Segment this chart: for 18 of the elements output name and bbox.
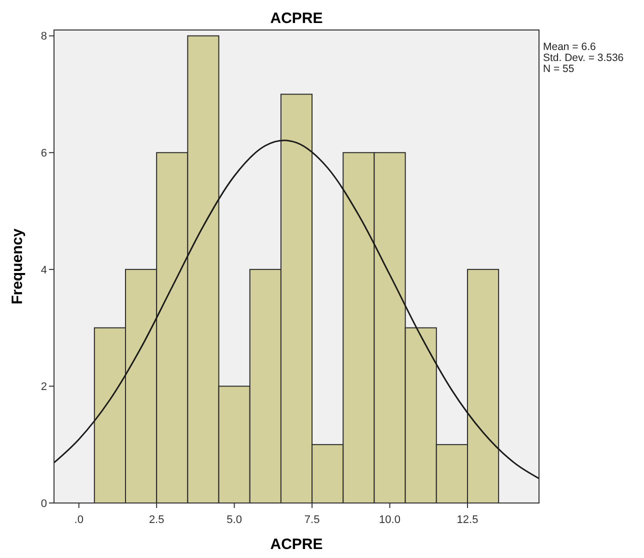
x-tick-label: 2.5 xyxy=(148,514,164,526)
x-tick-label: 5.0 xyxy=(226,514,242,526)
x-axis-title: ACPRE xyxy=(270,536,323,553)
y-axis-title: Frequency xyxy=(9,228,26,304)
y-tick-label: 2 xyxy=(40,381,47,394)
y-tick-label: 4 xyxy=(40,264,47,276)
x-tick-label: 7.5 xyxy=(304,514,320,526)
x-tick-label: 10.0 xyxy=(379,514,400,526)
y-tick-label: 6 xyxy=(40,147,47,160)
text: Std. Dev. = 3.536 xyxy=(543,52,624,64)
x-tick-label: 12.5 xyxy=(456,514,478,526)
line-series xyxy=(54,140,539,480)
text: Mean = 6.6 xyxy=(543,41,596,53)
y-tick-label: 0 xyxy=(40,498,47,510)
x-tick-label: .0 xyxy=(74,514,84,526)
y-tick-label: 8 xyxy=(40,30,47,43)
text: N = 55 xyxy=(543,63,574,75)
chart-title: ACPRE xyxy=(270,10,323,27)
